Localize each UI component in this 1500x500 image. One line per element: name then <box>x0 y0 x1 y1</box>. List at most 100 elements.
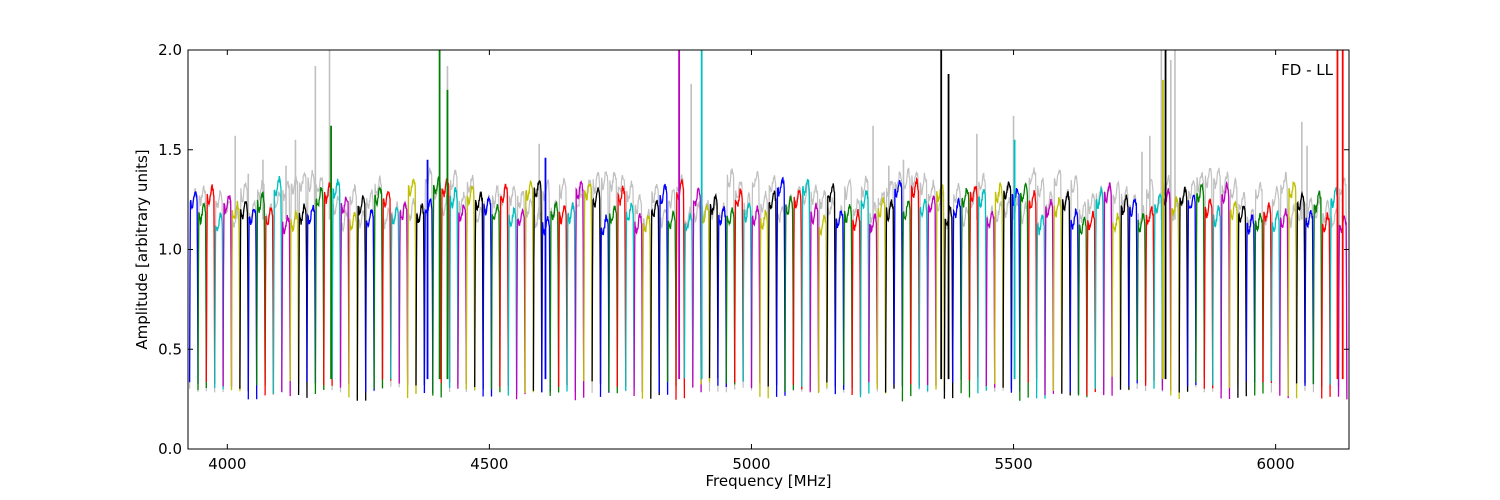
channel-series <box>859 190 870 398</box>
channel-series <box>1228 200 1239 389</box>
channel-series <box>809 202 820 393</box>
channel-series <box>1111 212 1122 380</box>
channel-series <box>1052 196 1063 392</box>
channel-series <box>1312 190 1323 387</box>
channel-series <box>801 178 811 387</box>
channel-series <box>650 199 660 399</box>
channel-series <box>524 179 535 394</box>
channel-series <box>230 200 241 392</box>
channel-series <box>272 175 283 395</box>
channel-series <box>557 205 568 388</box>
channel-series <box>742 202 753 387</box>
channel-series-layer <box>188 50 1348 402</box>
channel-series <box>1002 181 1013 389</box>
channel-series <box>1295 190 1306 384</box>
channel-series <box>1195 182 1205 383</box>
channel-series <box>775 176 786 397</box>
channel-series <box>599 214 610 397</box>
channel-series <box>1237 205 1247 398</box>
x-tick-label: 5500 <box>994 455 1032 473</box>
channel-series <box>490 203 501 393</box>
channel-series <box>851 208 862 396</box>
channel-series <box>457 204 467 389</box>
channel-series <box>482 195 493 397</box>
channel-series <box>792 189 803 390</box>
channel-series <box>1119 194 1130 390</box>
channel-series <box>222 195 233 387</box>
channel-series <box>784 195 795 392</box>
channel-series <box>1321 212 1331 399</box>
channel-series <box>339 196 350 388</box>
channel-series <box>1061 191 1071 396</box>
y-tick-label: 0.0 <box>158 440 182 458</box>
y-axis: 0.0 0.5 1.0 1.5 2.0 <box>158 41 1349 458</box>
channel-series <box>515 207 526 400</box>
channel-series <box>423 198 434 394</box>
x-tick-label: 5000 <box>732 455 770 473</box>
channel-series <box>1144 206 1155 386</box>
channel-series <box>1069 208 1080 395</box>
channel-series <box>1136 213 1147 382</box>
x-tick-label: 4000 <box>208 455 246 473</box>
channel-series <box>893 180 904 387</box>
channel-series <box>826 183 836 387</box>
channel-series <box>1254 212 1264 396</box>
channel-series <box>239 201 249 392</box>
channel-series <box>365 208 375 393</box>
channel-series <box>708 192 719 379</box>
x-tick-label: 6000 <box>1257 455 1295 473</box>
channel-series <box>876 196 887 394</box>
channel-series <box>1186 194 1197 387</box>
channel-series <box>767 190 778 387</box>
channel-series <box>1027 190 1038 383</box>
channel-series <box>188 191 199 384</box>
channel-series <box>566 202 576 393</box>
channel-series <box>1270 209 1281 385</box>
channel-series <box>1287 181 1298 399</box>
channel-series <box>641 214 652 399</box>
plot-area <box>187 49 1350 450</box>
channel-series <box>884 199 895 393</box>
channel-series <box>289 210 300 384</box>
channel-series <box>1035 214 1046 399</box>
channel-series <box>616 185 627 387</box>
x-axis: 4000 4500 5000 5500 6000 <box>208 50 1295 473</box>
channel-series <box>1262 202 1273 384</box>
channel-series <box>968 185 979 381</box>
channel-series <box>448 187 459 388</box>
y-axis-label: Amplitude [arbitrary units] <box>133 149 151 349</box>
channel-series <box>465 185 476 391</box>
channel-series <box>910 176 920 386</box>
channel-series <box>381 190 392 381</box>
channel-series <box>868 213 878 385</box>
channel-series <box>1103 182 1113 396</box>
channel-series <box>843 204 853 389</box>
y-tick-label: 2.0 <box>158 41 182 59</box>
channel-series <box>390 206 400 381</box>
y-tick-label: 1.5 <box>158 141 182 159</box>
channel-series <box>297 203 308 398</box>
channel-series <box>834 210 845 395</box>
channel-series <box>985 210 996 388</box>
channel-series <box>750 205 761 389</box>
channel-series <box>1086 210 1096 396</box>
channel-series <box>197 201 207 391</box>
channel-series <box>658 183 669 395</box>
channel-series <box>1220 180 1231 400</box>
channel-series <box>1170 196 1180 400</box>
channel-series <box>725 207 736 385</box>
channel-series <box>356 195 367 401</box>
y-tick-label: 1.0 <box>158 241 182 259</box>
channel-series <box>952 197 962 383</box>
channel-series <box>1279 208 1289 399</box>
channel-series <box>1161 188 1172 391</box>
channel-series <box>1019 182 1029 401</box>
channel-series <box>1153 192 1164 389</box>
channel-series <box>817 214 828 394</box>
channel-series <box>759 209 769 399</box>
channel-series <box>901 200 912 402</box>
x-tick-label: 4500 <box>470 455 508 473</box>
channel-series <box>314 186 325 395</box>
channel-series <box>1178 186 1189 393</box>
channel-series <box>1010 187 1021 393</box>
